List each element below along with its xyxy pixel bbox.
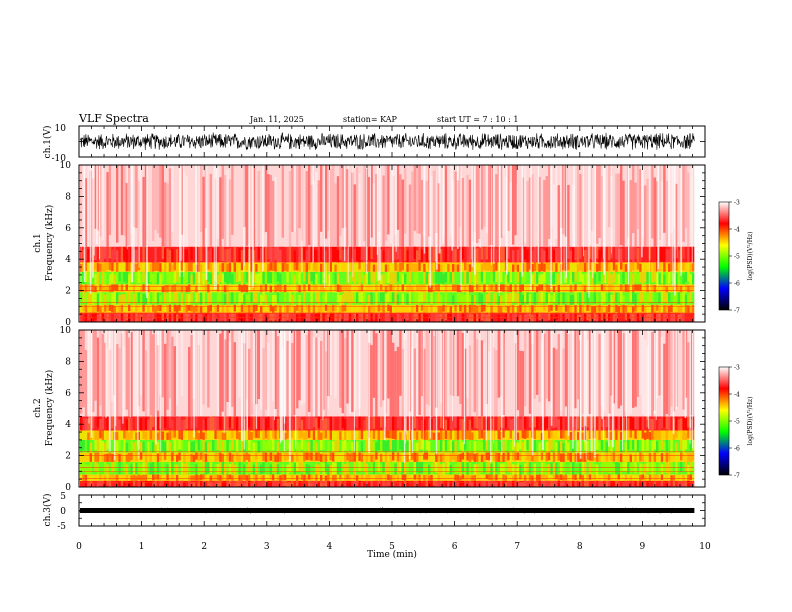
- ch3-ytick-top: 5: [60, 492, 66, 502]
- x-tick-label: 7: [514, 542, 520, 552]
- ch1-waveform-panel: 10 -10 ch.1(V): [42, 124, 706, 164]
- frequency-tick-label: 4: [65, 420, 71, 430]
- ch2-spectrogram-ylabel-channel: ch.2: [33, 398, 43, 417]
- x-tick-label: 10: [699, 542, 711, 552]
- frequency-tick-label: 2: [65, 287, 71, 297]
- colorbar-tick-label: -5: [734, 419, 740, 426]
- x-tick-label: 2: [201, 542, 207, 552]
- ch1-spectrogram-panel: 0 2 4 6 8 10 ch.1 Frequency (kHz): [33, 161, 706, 328]
- ch2-spectrogram-image: [79, 330, 705, 487]
- colorbar-tick-label: -4: [734, 392, 740, 399]
- ch2-spectrogram-ylabel: Frequency (kHz): [44, 370, 55, 447]
- x-tick-label: 1: [139, 542, 145, 552]
- frequency-tick-label: 8: [65, 192, 71, 202]
- ch1-spectrogram-ylabel-channel: ch.1: [33, 233, 43, 252]
- ch2-colorbar: -3 -4 -5 -6 -7 log(PSD)(V²/Hz): [718, 365, 754, 480]
- frequency-tick-label: 2: [65, 452, 71, 462]
- frequency-tick-label: 10: [60, 161, 72, 171]
- colorbar-tick-label: -3: [734, 200, 740, 207]
- frequency-tick-label: 10: [60, 326, 72, 336]
- colorbar-tick-label: -4: [734, 227, 740, 234]
- x-tick-label: 4: [327, 542, 333, 552]
- x-tick-label: 5: [389, 542, 395, 552]
- colorbar-gradient: [718, 201, 730, 311]
- frequency-tick-label: 8: [65, 357, 71, 367]
- x-tick-label: 8: [577, 542, 583, 552]
- ch1-spectrogram-image: [79, 165, 705, 322]
- x-tick-label: 3: [264, 542, 270, 552]
- ch1-ylabel: ch.1(V): [42, 126, 53, 159]
- frequency-tick-label: 0: [65, 483, 71, 493]
- ch1-colorbar: -3 -4 -5 -6 -7 log(PSD)(V²/Hz): [718, 200, 754, 315]
- x-tick-label: 9: [640, 542, 646, 552]
- ch3-ytick-middle: 0: [60, 507, 66, 517]
- ch3-waveform-panel: 5 0 -5 ch.3(V) 0 1 2 3 4 5 6 7 8 9 10 Time (min): [42, 492, 711, 560]
- frequency-tick-label: 6: [65, 389, 71, 399]
- colorbar-label: log(PSD)(V²/Hz): [747, 397, 754, 446]
- ch3-ylabel: ch.3(V): [42, 494, 53, 527]
- colorbar-tick-label: -7: [734, 473, 740, 480]
- colorbar-gradient: [718, 366, 730, 476]
- ch1-ytick-bottom: -10: [52, 154, 67, 164]
- frequency-tick-label: 4: [65, 255, 71, 265]
- x-tick-label: 6: [452, 542, 458, 552]
- colorbar-label: log(PSD)(V²/Hz): [747, 232, 754, 281]
- frequency-tick-label: 6: [65, 224, 71, 234]
- ch3-waveform-trace: [79, 506, 695, 515]
- date-label: Jan. 11, 2025: [249, 115, 304, 124]
- ch1-ytick-top: 10: [55, 124, 67, 134]
- ch1-waveform-trace: [79, 132, 695, 150]
- ch3-ytick-bottom: -5: [57, 522, 66, 532]
- frequency-tick-label: 0: [65, 318, 71, 328]
- x-axis-label: Time (min): [367, 549, 417, 560]
- colorbar-tick-label: -6: [734, 281, 740, 288]
- colorbar-tick-label: -3: [734, 365, 740, 372]
- start-time-label: start UT = 7 : 10 : 1: [437, 115, 518, 124]
- x-tick-label: 0: [76, 542, 82, 552]
- station-label: station= KAP: [343, 115, 398, 124]
- ch2-spectrogram-panel: 0 2 4 6 8 10 ch.2 Frequency (kHz): [33, 326, 706, 493]
- figure-title: VLF Spectra: [78, 112, 149, 125]
- ch1-spectrogram-ylabel: Frequency (kHz): [44, 205, 55, 282]
- colorbar-tick-label: -6: [734, 446, 740, 453]
- colorbar-tick-label: -7: [734, 308, 740, 315]
- colorbar-tick-label: -5: [734, 254, 740, 261]
